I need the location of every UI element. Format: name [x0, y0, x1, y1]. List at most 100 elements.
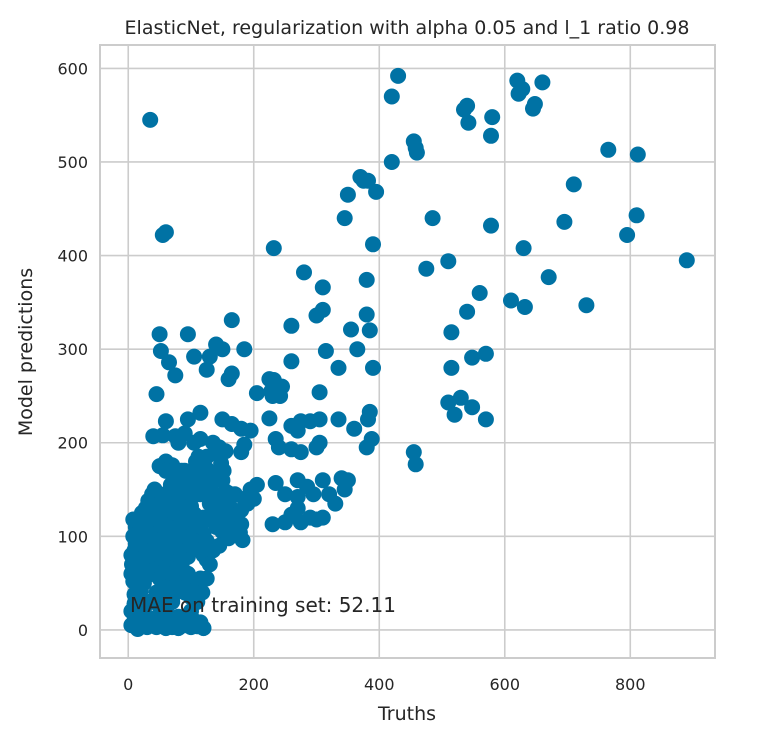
scatter-point	[510, 85, 527, 102]
scatter-point	[283, 353, 300, 370]
scatter-point	[192, 472, 209, 489]
scatter-point	[223, 312, 240, 329]
scatter-point	[349, 341, 366, 358]
scatter-point	[321, 486, 338, 503]
scatter-point	[565, 176, 582, 193]
scatter-point	[189, 486, 206, 503]
scatter-point	[383, 154, 400, 170]
scatter-point	[446, 406, 463, 423]
scatter-point	[161, 589, 177, 606]
scatter-point	[311, 434, 328, 451]
scatter-point	[179, 326, 196, 343]
scatter-point	[283, 506, 300, 523]
scatter-point	[314, 509, 331, 526]
scatter-point	[314, 472, 331, 489]
scatter-point	[390, 67, 407, 84]
scatter-point	[152, 343, 169, 359]
x-tick-label: 200	[238, 675, 269, 694]
scatter-point	[484, 109, 501, 126]
y-tick-label: 100	[57, 527, 88, 546]
scatter-point	[264, 516, 281, 533]
scatter-point	[556, 213, 573, 230]
scatter-point	[157, 224, 174, 241]
scatter-point	[167, 367, 184, 384]
scatter-point	[407, 456, 424, 473]
chart-title: ElasticNet, regularization with alpha 0.…	[125, 17, 690, 39]
scatter-point	[317, 343, 334, 359]
scatter-point	[170, 528, 187, 545]
scatter-point	[179, 411, 196, 428]
scatter-point	[198, 533, 215, 549]
scatter-point	[176, 462, 193, 479]
scatter-point	[236, 436, 253, 453]
scatter-point	[460, 114, 477, 131]
scatter-point	[360, 172, 376, 189]
scatter-point	[148, 386, 165, 403]
scatter-point	[483, 217, 499, 234]
scatter-point	[194, 584, 211, 601]
scatter-point	[261, 410, 278, 427]
scatter-point	[296, 264, 312, 281]
scatter-point	[365, 359, 381, 376]
scatter-point	[248, 385, 265, 402]
scatter-point	[477, 345, 494, 362]
y-tick-label: 300	[57, 340, 88, 359]
scatter-point	[471, 285, 488, 301]
scatter-point	[534, 74, 551, 91]
scatter-point	[336, 210, 353, 227]
scatter-point	[678, 252, 695, 269]
x-tick-labels: 0 200 400 600 800	[123, 675, 645, 694]
scatter-point	[167, 495, 184, 512]
scatter-point	[145, 428, 162, 445]
scatter-point	[192, 431, 209, 447]
scatter-point	[368, 183, 385, 200]
scatter-point	[161, 610, 177, 627]
x-axis-label: Truths	[377, 703, 436, 725]
scatter-point	[270, 439, 287, 456]
scatter-point	[600, 141, 617, 158]
scatter-point	[201, 556, 218, 573]
scatter-point	[330, 411, 347, 428]
scatter-point	[186, 348, 203, 365]
scatter-point	[292, 444, 309, 461]
scatter-point	[424, 210, 441, 227]
scatter-point	[192, 570, 209, 587]
scatter-point	[418, 260, 435, 277]
scatter-point	[151, 326, 168, 343]
scatter-point	[154, 563, 171, 580]
scatter-point	[289, 489, 306, 505]
scatter-point	[305, 486, 322, 503]
scatter-point	[330, 359, 347, 376]
scatter-point	[483, 127, 499, 144]
scatter-point	[440, 253, 457, 270]
scatter-point	[360, 411, 376, 428]
y-tick-label: 200	[57, 434, 88, 453]
scatter-point	[525, 100, 541, 117]
scatter-point	[383, 88, 400, 105]
scatter-point	[215, 462, 232, 479]
mae-annotation: MAE on training set: 52.11	[130, 593, 396, 617]
scatter-point	[361, 322, 378, 339]
scatter-point	[198, 448, 215, 465]
scatter-point	[459, 303, 476, 320]
scatter-point	[283, 317, 300, 334]
scatter-point	[578, 297, 595, 314]
scatter-point	[201, 348, 218, 365]
scatter-point	[217, 483, 234, 500]
x-tick-label: 600	[489, 675, 520, 694]
scatter-point	[343, 321, 359, 338]
scatter-point	[515, 240, 532, 257]
scatter-point	[365, 236, 381, 253]
scatter-point	[464, 399, 481, 416]
scatter-point	[272, 388, 289, 404]
scatter-point	[242, 481, 259, 498]
y-tick-label: 0	[78, 621, 88, 640]
scatter-point	[164, 481, 181, 498]
scatter-point	[314, 279, 331, 296]
scatter-point	[408, 144, 425, 161]
scatter-point	[214, 341, 231, 358]
scatter-point	[192, 404, 209, 421]
scatter-point	[236, 341, 253, 358]
scatter-point	[223, 365, 240, 382]
